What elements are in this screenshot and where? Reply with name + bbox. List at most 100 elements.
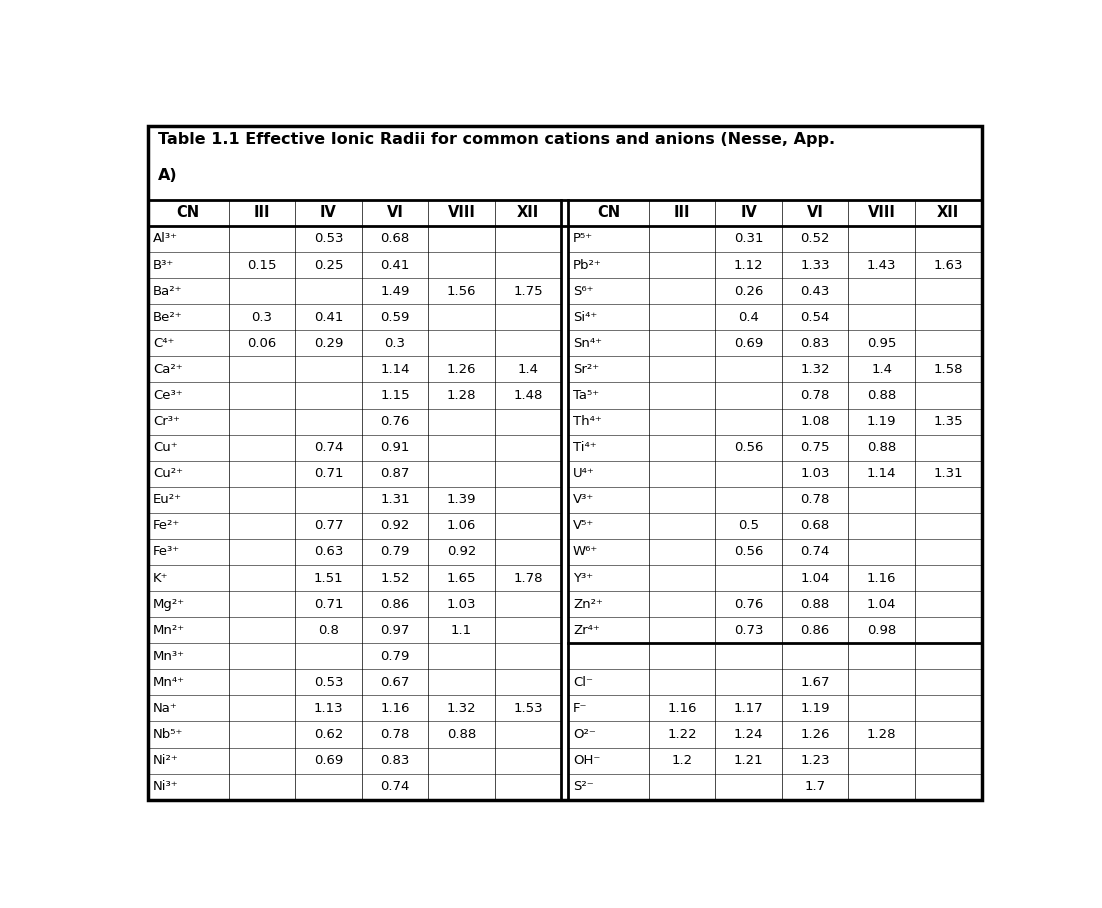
Text: III: III — [673, 205, 690, 221]
Text: 1.26: 1.26 — [800, 728, 830, 741]
Text: 0.15: 0.15 — [247, 259, 277, 271]
Text: Ba²⁺: Ba²⁺ — [153, 284, 182, 298]
Text: 1.67: 1.67 — [800, 676, 830, 689]
Text: XII: XII — [937, 205, 960, 221]
Text: Pb²⁺: Pb²⁺ — [573, 259, 602, 271]
Text: 1.4: 1.4 — [872, 363, 893, 376]
Text: 0.71: 0.71 — [314, 468, 343, 480]
Text: 1.06: 1.06 — [446, 519, 476, 532]
Text: Nb⁵⁺: Nb⁵⁺ — [153, 728, 183, 741]
Text: O²⁻: O²⁻ — [573, 728, 596, 741]
Text: 1.08: 1.08 — [800, 415, 830, 428]
Text: VIII: VIII — [447, 205, 475, 221]
Text: 0.75: 0.75 — [800, 441, 830, 454]
Text: 1.13: 1.13 — [314, 702, 343, 715]
Text: Ca²⁺: Ca²⁺ — [153, 363, 183, 376]
Text: U⁴⁺: U⁴⁺ — [573, 468, 595, 480]
Text: 1.31: 1.31 — [380, 493, 410, 507]
Text: Sr²⁺: Sr²⁺ — [573, 363, 599, 376]
Text: Si⁴⁺: Si⁴⁺ — [573, 311, 597, 324]
Text: B³⁺: B³⁺ — [153, 259, 174, 271]
Text: 0.06: 0.06 — [247, 337, 277, 350]
Text: 0.76: 0.76 — [734, 597, 764, 610]
Text: 0.62: 0.62 — [314, 728, 343, 741]
Text: 0.86: 0.86 — [800, 624, 830, 637]
Text: Cl⁻: Cl⁻ — [573, 676, 593, 689]
Text: 1.14: 1.14 — [867, 468, 896, 480]
Text: 1.35: 1.35 — [933, 415, 963, 428]
Text: 0.88: 0.88 — [800, 597, 830, 610]
Text: 0.78: 0.78 — [800, 493, 830, 507]
Text: Cu⁺: Cu⁺ — [153, 441, 177, 454]
Text: 0.31: 0.31 — [734, 232, 764, 245]
Text: 1.7: 1.7 — [804, 780, 825, 794]
Text: F⁻: F⁻ — [573, 702, 587, 715]
Text: 0.78: 0.78 — [800, 389, 830, 402]
Text: 1.23: 1.23 — [800, 755, 830, 767]
Text: 0.95: 0.95 — [867, 337, 896, 350]
Text: 1.15: 1.15 — [380, 389, 410, 402]
Text: 0.74: 0.74 — [800, 546, 830, 558]
Text: 0.3: 0.3 — [385, 337, 406, 350]
Text: 1.16: 1.16 — [867, 571, 896, 585]
Text: 0.52: 0.52 — [800, 232, 830, 245]
Text: 1.53: 1.53 — [514, 702, 543, 715]
Text: 0.25: 0.25 — [314, 259, 343, 271]
Text: Sn⁴⁺: Sn⁴⁺ — [573, 337, 602, 350]
Text: 1.39: 1.39 — [446, 493, 476, 507]
Text: 1.24: 1.24 — [734, 728, 764, 741]
Text: 1.32: 1.32 — [446, 702, 476, 715]
Text: 0.4: 0.4 — [738, 311, 759, 324]
Text: 1.22: 1.22 — [667, 728, 696, 741]
Text: 0.3: 0.3 — [251, 311, 272, 324]
Text: 0.91: 0.91 — [380, 441, 410, 454]
Text: CN: CN — [176, 205, 199, 221]
Text: 0.83: 0.83 — [800, 337, 830, 350]
Text: 1.04: 1.04 — [867, 597, 896, 610]
Text: 0.63: 0.63 — [314, 546, 343, 558]
Text: A): A) — [159, 168, 177, 183]
Text: 0.79: 0.79 — [380, 650, 410, 663]
Text: 0.41: 0.41 — [314, 311, 343, 324]
Text: 1.58: 1.58 — [933, 363, 963, 376]
Text: 0.59: 0.59 — [380, 311, 410, 324]
Text: Al³⁺: Al³⁺ — [153, 232, 177, 245]
Text: 0.68: 0.68 — [380, 232, 410, 245]
Text: 0.26: 0.26 — [734, 284, 764, 298]
Text: 0.86: 0.86 — [380, 597, 410, 610]
Text: 0.8: 0.8 — [318, 624, 339, 637]
Text: Na⁺: Na⁺ — [153, 702, 177, 715]
Text: 1.28: 1.28 — [446, 389, 476, 402]
Text: 1.1: 1.1 — [451, 624, 472, 637]
Text: 0.92: 0.92 — [380, 519, 410, 532]
Text: 1.32: 1.32 — [800, 363, 830, 376]
Text: Th⁴⁺: Th⁴⁺ — [573, 415, 602, 428]
Text: 0.98: 0.98 — [867, 624, 896, 637]
Text: 0.87: 0.87 — [380, 468, 410, 480]
Text: Table 1.1 Effective Ionic Radii for common cations and anions (Nesse, App.: Table 1.1 Effective Ionic Radii for comm… — [159, 132, 835, 147]
Text: Fe²⁺: Fe²⁺ — [153, 519, 180, 532]
Text: 0.69: 0.69 — [314, 755, 343, 767]
Text: 0.71: 0.71 — [314, 597, 343, 610]
Text: 1.19: 1.19 — [800, 702, 830, 715]
Text: III: III — [253, 205, 270, 221]
Text: 1.12: 1.12 — [734, 259, 764, 271]
Text: K⁺: K⁺ — [153, 571, 169, 585]
Text: OH⁻: OH⁻ — [573, 755, 601, 767]
Text: Mg²⁺: Mg²⁺ — [153, 597, 185, 610]
Text: 0.74: 0.74 — [314, 441, 343, 454]
Text: 0.74: 0.74 — [380, 780, 410, 794]
Text: 0.54: 0.54 — [800, 311, 830, 324]
Text: Ce³⁺: Ce³⁺ — [153, 389, 183, 402]
Text: Zr⁴⁺: Zr⁴⁺ — [573, 624, 599, 637]
Text: 1.14: 1.14 — [380, 363, 410, 376]
Text: Cr³⁺: Cr³⁺ — [153, 415, 180, 428]
Text: 1.4: 1.4 — [518, 363, 539, 376]
Text: Fe³⁺: Fe³⁺ — [153, 546, 180, 558]
Text: V³⁺: V³⁺ — [573, 493, 594, 507]
Text: 0.78: 0.78 — [380, 728, 410, 741]
Text: VI: VI — [387, 205, 403, 221]
Text: 0.68: 0.68 — [800, 519, 830, 532]
Text: 0.97: 0.97 — [380, 624, 410, 637]
Text: 0.76: 0.76 — [380, 415, 410, 428]
